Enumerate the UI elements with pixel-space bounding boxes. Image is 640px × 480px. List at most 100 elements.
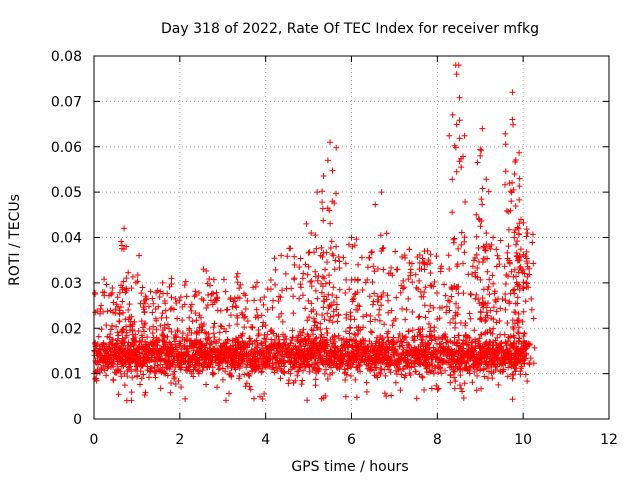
- data-point: [436, 304, 443, 311]
- data-point: [395, 366, 402, 373]
- data-point: [428, 282, 435, 289]
- data-point: [378, 302, 385, 309]
- data-point: [428, 385, 435, 392]
- data-point: [270, 330, 277, 337]
- data-point: [456, 94, 463, 101]
- data-point: [505, 334, 512, 341]
- data-point: [351, 316, 358, 323]
- data-point: [512, 203, 519, 210]
- data-point: [192, 292, 199, 299]
- data-point: [388, 264, 395, 271]
- data-point: [196, 312, 203, 319]
- data-point: [486, 276, 493, 283]
- y-tick-label: 0.06: [51, 140, 82, 156]
- data-point: [473, 291, 480, 298]
- data-point: [511, 290, 518, 297]
- data-point: [319, 312, 326, 319]
- data-point: [329, 167, 336, 174]
- data-point: [312, 376, 319, 383]
- data-point: [189, 318, 196, 325]
- data-point: [455, 245, 462, 252]
- data-point: [375, 311, 382, 318]
- data-point: [433, 253, 440, 260]
- data-point: [425, 345, 432, 352]
- data-point: [330, 298, 337, 305]
- data-point: [408, 260, 415, 267]
- data-point: [181, 282, 188, 289]
- data-point: [273, 355, 280, 362]
- data-point: [374, 374, 381, 381]
- data-point: [509, 179, 516, 186]
- data-point: [313, 245, 320, 252]
- data-point: [129, 374, 136, 381]
- data-point: [419, 326, 426, 333]
- data-point: [287, 370, 294, 377]
- data-point: [412, 368, 419, 375]
- data-point: [303, 220, 310, 227]
- data-point: [449, 111, 456, 118]
- data-point: [135, 327, 142, 334]
- data-point: [320, 304, 327, 311]
- data-point: [508, 189, 515, 196]
- data-point: [495, 255, 502, 262]
- data-point: [409, 327, 416, 334]
- data-point: [285, 380, 292, 387]
- data-point: [242, 292, 249, 299]
- data-point: [506, 259, 513, 266]
- data-point: [164, 321, 171, 328]
- data-point: [343, 311, 350, 318]
- data-point: [505, 364, 512, 371]
- data-point: [477, 152, 484, 159]
- data-point: [402, 372, 409, 379]
- data-point: [205, 334, 212, 341]
- data-point: [468, 339, 475, 346]
- data-point: [142, 338, 149, 345]
- data-point: [421, 289, 428, 296]
- data-point: [176, 297, 183, 304]
- data-point: [98, 366, 105, 373]
- data-point: [497, 331, 504, 338]
- data-point: [451, 374, 458, 381]
- data-point: [362, 279, 369, 286]
- data-point: [514, 319, 521, 326]
- data-point: [330, 252, 337, 259]
- data-point: [515, 310, 522, 317]
- data-point: [238, 354, 245, 361]
- data-point: [316, 366, 323, 373]
- data-point: [149, 330, 156, 337]
- data-point: [421, 302, 428, 309]
- data-point: [405, 295, 412, 302]
- data-point: [228, 373, 235, 380]
- data-point: [263, 336, 270, 343]
- data-point: [520, 357, 527, 364]
- data-point: [250, 284, 257, 291]
- data-point: [367, 328, 374, 335]
- y-tick-label: 0.08: [51, 49, 82, 65]
- data-point: [257, 297, 264, 304]
- data-point: [268, 326, 275, 333]
- data-point: [518, 216, 525, 223]
- data-point: [95, 333, 102, 340]
- data-point: [473, 387, 480, 394]
- data-point: [296, 364, 303, 371]
- data-point: [480, 304, 487, 311]
- data-point: [381, 390, 388, 397]
- data-point: [351, 291, 358, 298]
- data-point: [199, 341, 206, 348]
- data-point: [452, 320, 459, 327]
- data-point: [367, 313, 374, 319]
- grid-layer: [94, 56, 609, 419]
- data-point: [182, 395, 189, 402]
- data-point: [244, 317, 251, 324]
- data-point: [184, 332, 191, 339]
- data-point: [172, 296, 179, 303]
- data-point: [310, 315, 317, 322]
- data-point: [304, 271, 311, 278]
- data-point: [209, 371, 216, 378]
- data-point: [308, 230, 315, 237]
- data-point: [209, 290, 216, 297]
- data-point: [430, 370, 437, 377]
- data-point: [431, 324, 438, 331]
- data-point: [515, 356, 522, 363]
- data-point: [137, 354, 144, 361]
